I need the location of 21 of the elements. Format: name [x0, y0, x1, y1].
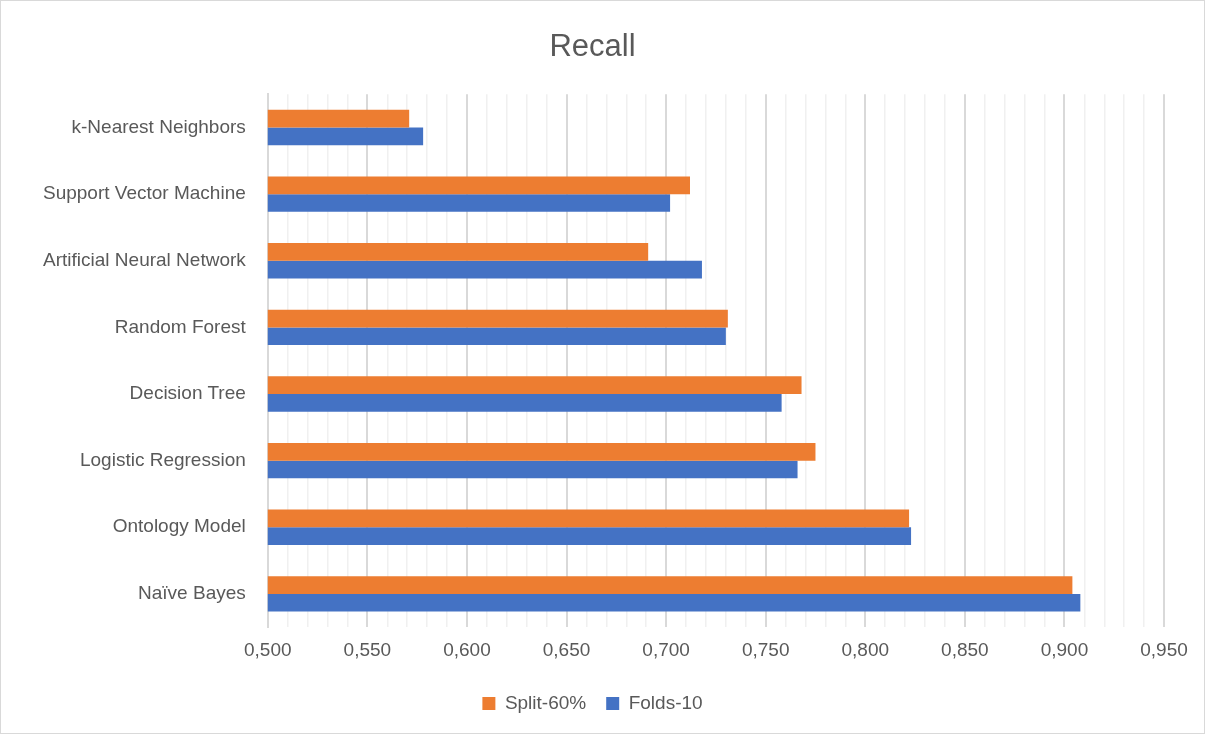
- legend-label: Split-60%: [504, 691, 587, 713]
- x-tick-label: 0,700: [642, 638, 690, 660]
- y-tick-label: Artificial Neural Network: [43, 249, 247, 270]
- y-tick-label: Logistic Regression: [79, 448, 246, 470]
- y-tick-label: Ontology Model: [112, 515, 246, 537]
- x-tick-label: 0,600: [443, 638, 491, 660]
- y-tick-label: k-Nearest Neighbors: [71, 115, 246, 137]
- x-tick-label: 0,800: [841, 638, 890, 660]
- chart-title: Recall: [549, 28, 636, 64]
- x-tick-label: 0,500: [244, 638, 292, 660]
- x-tick-label: 0,550: [343, 638, 392, 660]
- x-tick-label: 0,650: [542, 638, 591, 660]
- y-tick-label: Random Forest: [114, 315, 247, 337]
- y-tick-label: Support Vector Machine: [42, 182, 246, 204]
- y-tick-label: Naïve Bayes: [138, 582, 246, 604]
- x-tick-label: 0,850: [941, 638, 989, 660]
- legend-label: Folds-10: [628, 691, 703, 713]
- y-tick-label: Decision Tree: [129, 382, 246, 404]
- x-tick-label: 0,900: [1040, 638, 1089, 660]
- x-tick-label: 0,750: [741, 638, 790, 660]
- x-tick-label: 0,950: [1140, 638, 1188, 660]
